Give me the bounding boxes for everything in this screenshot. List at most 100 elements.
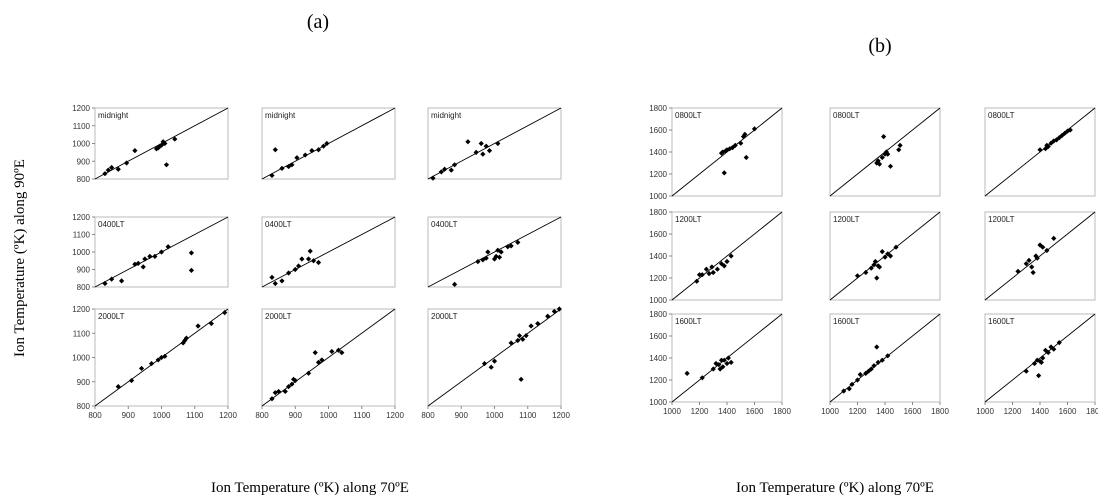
plot-title: midnight	[431, 111, 462, 120]
point	[483, 255, 489, 261]
point	[879, 154, 885, 161]
y-tick-label: 800	[77, 402, 91, 411]
x-tick-label: 1200	[552, 411, 570, 420]
point	[324, 140, 330, 147]
point	[286, 163, 292, 170]
plot-title: 2000LT	[431, 312, 458, 321]
point	[876, 161, 883, 167]
y-tick-label: 1000	[72, 248, 90, 257]
point	[188, 250, 195, 256]
point	[1067, 127, 1073, 133]
point	[874, 344, 880, 350]
y-tick-label: 1600	[649, 126, 667, 135]
point	[846, 386, 852, 392]
point	[158, 249, 165, 255]
point	[272, 147, 278, 153]
point	[1059, 132, 1065, 139]
point	[551, 308, 557, 315]
point	[887, 163, 894, 169]
point	[339, 350, 345, 356]
point	[508, 243, 514, 249]
point	[307, 248, 313, 254]
point	[140, 264, 146, 270]
point	[292, 266, 298, 273]
point	[279, 278, 285, 284]
x-tick-label: 1000	[153, 411, 171, 420]
x-tick-label: 900	[455, 411, 469, 420]
y-tick-label: 1800	[649, 208, 667, 217]
point	[148, 360, 155, 367]
plot-title: 2000LT	[265, 312, 292, 321]
point	[128, 377, 135, 384]
y-tick-label: 800	[77, 175, 91, 184]
point	[1040, 244, 1046, 250]
point	[289, 162, 295, 168]
plot-frame	[984, 211, 1096, 301]
diagonal	[427, 216, 562, 288]
point	[863, 269, 869, 276]
plot-frame	[829, 211, 941, 301]
point	[520, 336, 526, 342]
point	[310, 258, 317, 264]
y-tick-label: 1400	[649, 354, 667, 363]
point	[724, 360, 730, 367]
plot-title: 1600LT	[833, 317, 860, 326]
point	[872, 258, 878, 265]
point	[1030, 269, 1036, 276]
x-tick-label: 1600	[746, 407, 764, 416]
point	[1037, 147, 1043, 153]
point	[710, 366, 716, 372]
point	[109, 276, 115, 282]
x-tick-label: 1000	[821, 407, 839, 416]
point	[721, 170, 727, 176]
y-tick-label: 1800	[649, 104, 667, 113]
point	[452, 281, 458, 287]
point	[718, 357, 725, 363]
point	[709, 264, 715, 270]
y-tick-label: 900	[77, 378, 91, 387]
point	[515, 337, 521, 344]
point	[742, 131, 748, 137]
x-tick-label: 1400	[718, 407, 736, 416]
point	[706, 271, 712, 277]
plot-title: midnight	[265, 111, 296, 120]
point	[269, 396, 275, 402]
x-tick-label: 900	[122, 411, 136, 420]
point	[528, 323, 534, 329]
point	[1033, 253, 1039, 259]
point	[1023, 368, 1029, 374]
x-tick-label: 1000	[320, 411, 338, 420]
point	[1056, 340, 1062, 346]
point	[495, 140, 501, 147]
x-tick-label: 1200	[386, 411, 404, 420]
point	[696, 272, 703, 278]
point	[556, 306, 562, 312]
point	[180, 340, 186, 346]
point	[874, 275, 880, 281]
x-axis-label: Ion Temperature (ºK) along 70ºE	[211, 480, 409, 496]
point	[485, 249, 491, 255]
point	[1040, 355, 1046, 361]
x-tick-label: 1400	[876, 407, 894, 416]
point	[315, 259, 322, 266]
point	[465, 139, 471, 145]
point	[545, 313, 551, 319]
point	[172, 136, 178, 142]
point	[292, 377, 298, 384]
point	[515, 239, 521, 245]
x-tick-label: 1600	[904, 407, 922, 416]
point	[849, 381, 855, 387]
point	[1037, 242, 1043, 248]
plot-title: 0400LT	[98, 220, 125, 229]
y-tick-label: 1400	[649, 148, 667, 157]
point	[516, 333, 523, 339]
plot-frame	[427, 216, 562, 288]
point	[312, 350, 318, 356]
point	[165, 244, 171, 250]
point	[721, 357, 727, 363]
point	[498, 249, 504, 255]
x-tick-label: 1100	[353, 411, 371, 420]
point	[442, 166, 448, 172]
point	[875, 359, 881, 365]
